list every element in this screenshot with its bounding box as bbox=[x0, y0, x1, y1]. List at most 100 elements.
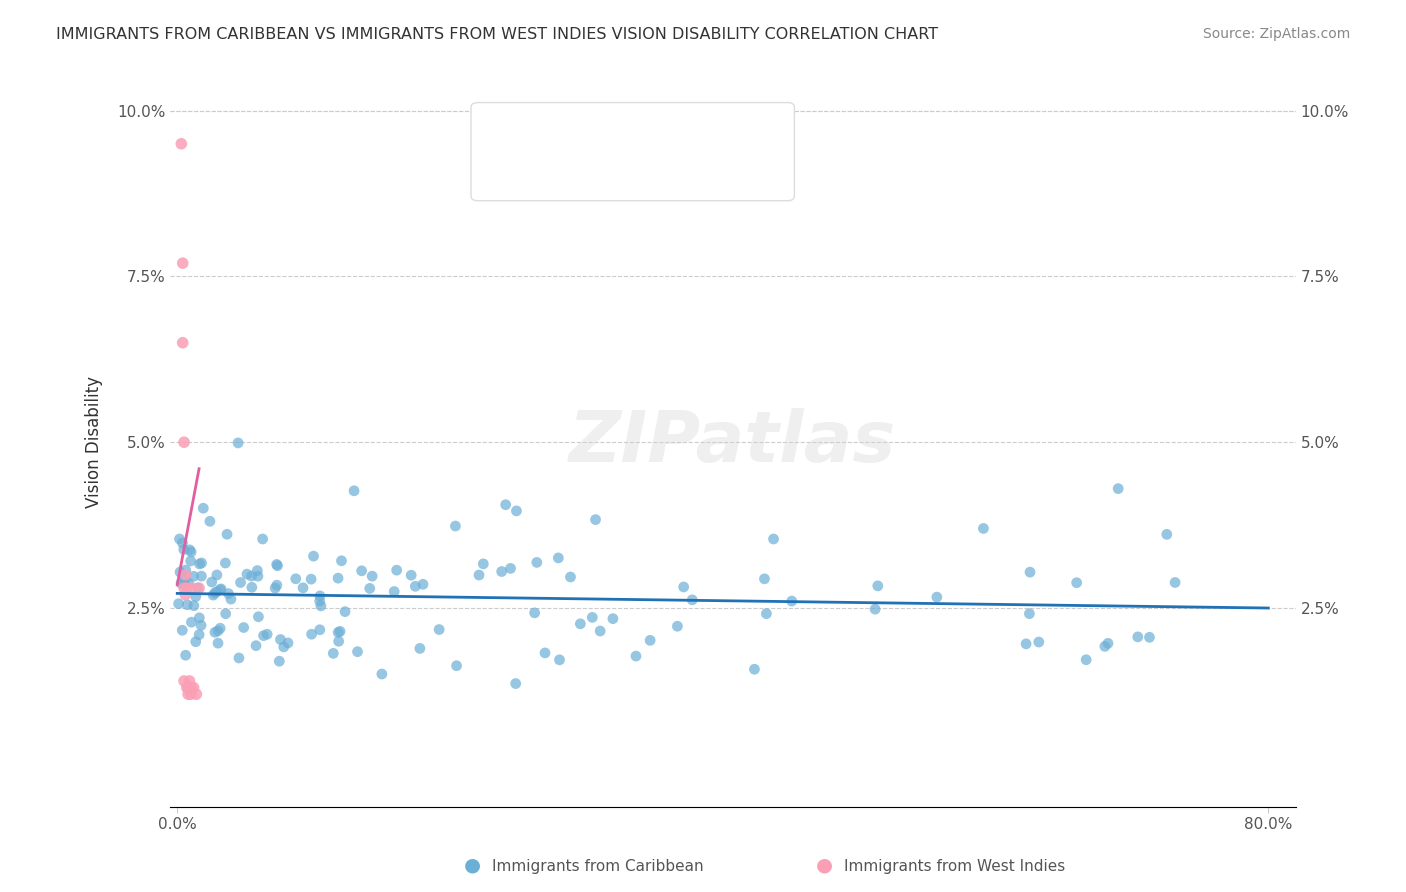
Point bbox=[188, 611, 211, 625]
Point bbox=[252, 629, 274, 643]
Point bbox=[184, 590, 207, 604]
Point bbox=[207, 624, 229, 638]
Point bbox=[246, 569, 269, 583]
Text: ■: ■ bbox=[499, 155, 517, 175]
Point bbox=[207, 636, 229, 650]
Point bbox=[188, 581, 211, 595]
Point bbox=[666, 619, 689, 633]
Point bbox=[326, 571, 349, 585]
Point bbox=[624, 649, 647, 664]
Point bbox=[174, 648, 197, 663]
Point bbox=[505, 676, 527, 690]
Point bbox=[193, 501, 215, 516]
Point bbox=[269, 654, 291, 668]
Text: ZIPatlas: ZIPatlas bbox=[569, 408, 897, 476]
Point bbox=[972, 521, 994, 535]
Point bbox=[245, 639, 267, 653]
Point bbox=[1028, 635, 1050, 649]
Point bbox=[292, 581, 315, 595]
Point bbox=[1107, 482, 1129, 496]
Point bbox=[330, 554, 353, 568]
Point bbox=[638, 633, 661, 648]
Point bbox=[762, 532, 785, 546]
Point bbox=[179, 542, 201, 557]
Point bbox=[188, 628, 211, 642]
Point bbox=[581, 610, 603, 624]
Point bbox=[412, 577, 434, 591]
Point bbox=[382, 584, 405, 599]
Point bbox=[172, 624, 194, 638]
Point bbox=[204, 625, 226, 640]
Point bbox=[1076, 653, 1098, 667]
Text: Immigrants from Caribbean: Immigrants from Caribbean bbox=[492, 859, 704, 874]
Point bbox=[446, 658, 468, 673]
Point bbox=[215, 527, 238, 541]
Point bbox=[534, 646, 557, 660]
Point bbox=[184, 634, 207, 648]
Point bbox=[523, 606, 546, 620]
Point bbox=[264, 581, 287, 595]
Point bbox=[219, 592, 242, 607]
Point bbox=[602, 612, 624, 626]
Point bbox=[188, 557, 211, 571]
Point bbox=[866, 579, 889, 593]
Text: ■: ■ bbox=[499, 120, 517, 139]
Text: R =   0.177   N = 19: R = 0.177 N = 19 bbox=[523, 158, 678, 172]
Point bbox=[226, 436, 249, 450]
Point bbox=[1164, 575, 1187, 590]
Point bbox=[173, 435, 195, 450]
Point bbox=[329, 624, 352, 639]
Point bbox=[228, 651, 250, 665]
Point bbox=[1019, 565, 1042, 579]
Point bbox=[187, 581, 209, 595]
Text: Source: ZipAtlas.com: Source: ZipAtlas.com bbox=[1202, 27, 1350, 41]
Y-axis label: Vision Disability: Vision Disability bbox=[86, 376, 103, 508]
Point bbox=[350, 564, 373, 578]
Point bbox=[240, 580, 263, 594]
Point bbox=[204, 586, 226, 600]
Point bbox=[179, 673, 201, 688]
Point bbox=[173, 673, 195, 688]
Point bbox=[172, 536, 194, 550]
Point bbox=[681, 592, 703, 607]
Point bbox=[560, 570, 582, 584]
Point bbox=[180, 687, 202, 701]
Point bbox=[863, 602, 886, 616]
Point bbox=[215, 607, 238, 621]
Point bbox=[1018, 607, 1040, 621]
Point bbox=[343, 483, 366, 498]
Point bbox=[190, 569, 212, 583]
Point bbox=[548, 653, 571, 667]
Point bbox=[173, 542, 195, 557]
Point bbox=[177, 576, 200, 591]
Point bbox=[172, 335, 194, 350]
Point bbox=[385, 563, 408, 577]
Point bbox=[247, 609, 270, 624]
Point bbox=[209, 621, 232, 635]
Point bbox=[229, 575, 252, 590]
Point bbox=[1156, 527, 1178, 541]
Point bbox=[299, 572, 322, 586]
Point bbox=[177, 681, 200, 695]
Point bbox=[180, 681, 202, 695]
Point bbox=[270, 632, 292, 647]
Point bbox=[180, 545, 202, 559]
Point bbox=[266, 558, 288, 572]
Point bbox=[755, 607, 778, 621]
Point bbox=[214, 556, 236, 570]
Point bbox=[186, 687, 208, 701]
Point bbox=[266, 558, 288, 573]
Point bbox=[780, 594, 803, 608]
Point bbox=[180, 554, 202, 568]
Point bbox=[328, 625, 350, 640]
Text: ●: ● bbox=[815, 855, 832, 874]
Point bbox=[491, 565, 513, 579]
Point bbox=[322, 646, 344, 660]
Point bbox=[371, 667, 394, 681]
Point bbox=[183, 681, 205, 695]
Point bbox=[444, 519, 467, 533]
Text: ●: ● bbox=[464, 855, 481, 874]
Point bbox=[176, 681, 198, 695]
Point bbox=[672, 580, 695, 594]
Point bbox=[174, 563, 197, 577]
